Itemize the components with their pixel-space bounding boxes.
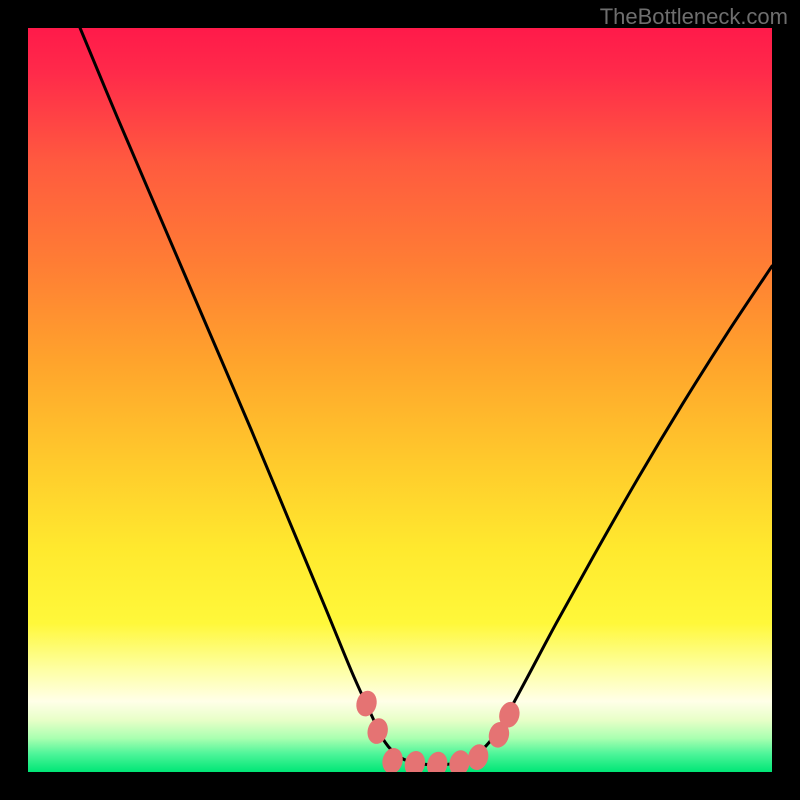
chart-gradient-bg — [28, 28, 772, 772]
chart-frame: TheBottleneck.com — [0, 0, 800, 800]
bottleneck-curve-chart — [0, 0, 800, 800]
watermark-text: TheBottleneck.com — [600, 4, 788, 30]
